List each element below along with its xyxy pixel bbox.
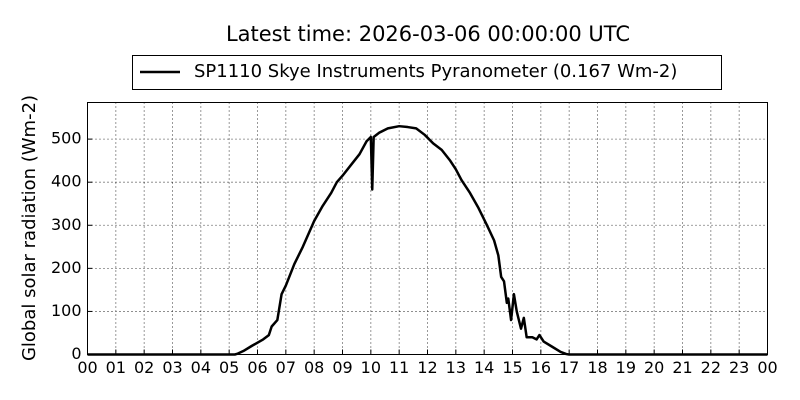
x-tick-label: 21: [672, 358, 692, 377]
y-tick-label: 200: [51, 258, 82, 277]
x-tick-label: 06: [247, 358, 267, 377]
y-tick-label: 100: [51, 301, 82, 320]
x-tick-label: 17: [559, 358, 579, 377]
x-tick-label: 07: [276, 358, 296, 377]
y-tick-label: 0: [71, 344, 81, 363]
x-tick-label: 18: [587, 358, 607, 377]
x-tick-label: 16: [531, 358, 551, 377]
x-tick-label: 23: [729, 358, 749, 377]
x-tick-label: 05: [219, 358, 239, 377]
y-axis-label: Global solar radiation (Wm-2): [19, 95, 40, 361]
x-tick-label: 01: [106, 358, 126, 377]
x-tick-label: 20: [644, 358, 664, 377]
x-tick-label: 04: [191, 358, 211, 377]
plot-frame: [87, 102, 768, 355]
x-tick-label: 15: [502, 358, 522, 377]
legend-label: SP1110 Skye Instruments Pyranometer (0.1…: [194, 61, 677, 82]
x-tick-label: 14: [474, 358, 494, 377]
x-tick-label: 11: [389, 358, 409, 377]
x-tick-label: 10: [361, 358, 381, 377]
legend-box: [132, 55, 722, 90]
x-tick-label: 12: [417, 358, 437, 377]
x-tick-label: 13: [446, 358, 466, 377]
x-tick-label: 03: [162, 358, 182, 377]
x-tick-label: 00: [757, 358, 777, 377]
x-tick-label: 08: [304, 358, 324, 377]
chart-title: Latest time: 2026-03-06 00:00:00 UTC: [226, 22, 630, 46]
x-tick-label: 19: [616, 358, 636, 377]
y-tick-label: 300: [51, 215, 82, 234]
data-line: [87, 124, 768, 356]
x-tick-label: 02: [134, 358, 154, 377]
x-tick-label: 00: [77, 358, 97, 377]
x-tick-label: 22: [701, 358, 721, 377]
x-tick-label: 09: [332, 358, 352, 377]
y-tick-label: 500: [51, 129, 82, 148]
plot-area: 0 100 200 300 400 500 00 01 02 03 04 05 06 07 08 09 10 11…: [51, 102, 778, 377]
y-tick-label: 400: [51, 172, 82, 191]
